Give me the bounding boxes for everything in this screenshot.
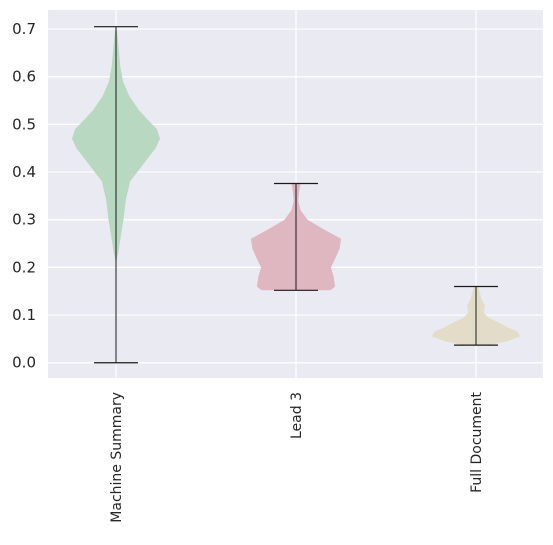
y-tick-label: 0.4 bbox=[12, 163, 36, 181]
y-tick-label: 0.5 bbox=[12, 115, 36, 133]
x-tick-label: Lead 3 bbox=[289, 392, 305, 439]
y-tick-label: 0.3 bbox=[12, 211, 36, 229]
y-tick-label: 0.2 bbox=[12, 258, 36, 276]
x-tick-label: Full Document bbox=[469, 391, 485, 492]
y-tick-label: 0.6 bbox=[12, 68, 36, 86]
y-tick-label: 0.7 bbox=[12, 20, 36, 38]
y-tick-label: 0.0 bbox=[12, 354, 36, 372]
y-axis-ticks: 0.0 0.1 0.2 0.3 0.4 0.5 0.6 0.7 bbox=[12, 20, 36, 372]
x-axis-ticks: Machine Summary Lead 3 Full Document bbox=[109, 391, 485, 522]
violins bbox=[72, 26, 520, 364]
y-tick-label: 0.1 bbox=[12, 306, 36, 324]
x-tick-label: Machine Summary bbox=[109, 392, 125, 523]
